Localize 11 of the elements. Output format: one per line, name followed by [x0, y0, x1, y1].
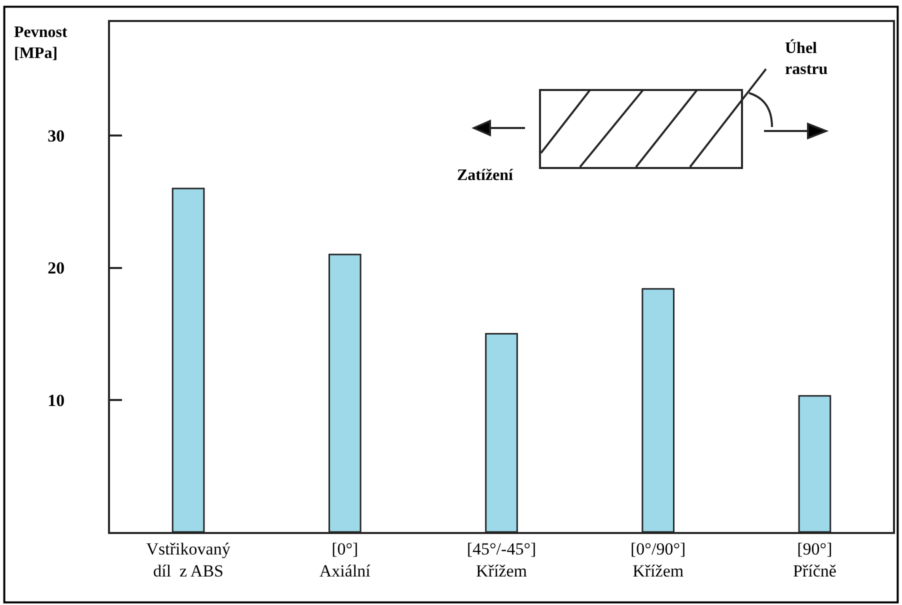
x-tick-label: [0°] Axiální	[319, 539, 371, 580]
y-axis-title: Pevnost [MPa]	[14, 24, 68, 62]
x-tick-label: [0°/90°] Křížem	[630, 539, 686, 580]
annotation: Úhel rastru	[785, 39, 828, 78]
annotation: Zatížení	[457, 167, 514, 184]
x-tick-label: [45°/-45°] Křížem	[466, 539, 536, 580]
y-tick-label: 30	[48, 126, 65, 146]
y-tick-label: 10	[48, 390, 65, 410]
y-tick-label: 20	[48, 258, 65, 278]
x-tick-label: Vstřikovaný díl z ABS	[146, 539, 231, 580]
x-tick-label: [90°] Příčně	[792, 539, 836, 580]
